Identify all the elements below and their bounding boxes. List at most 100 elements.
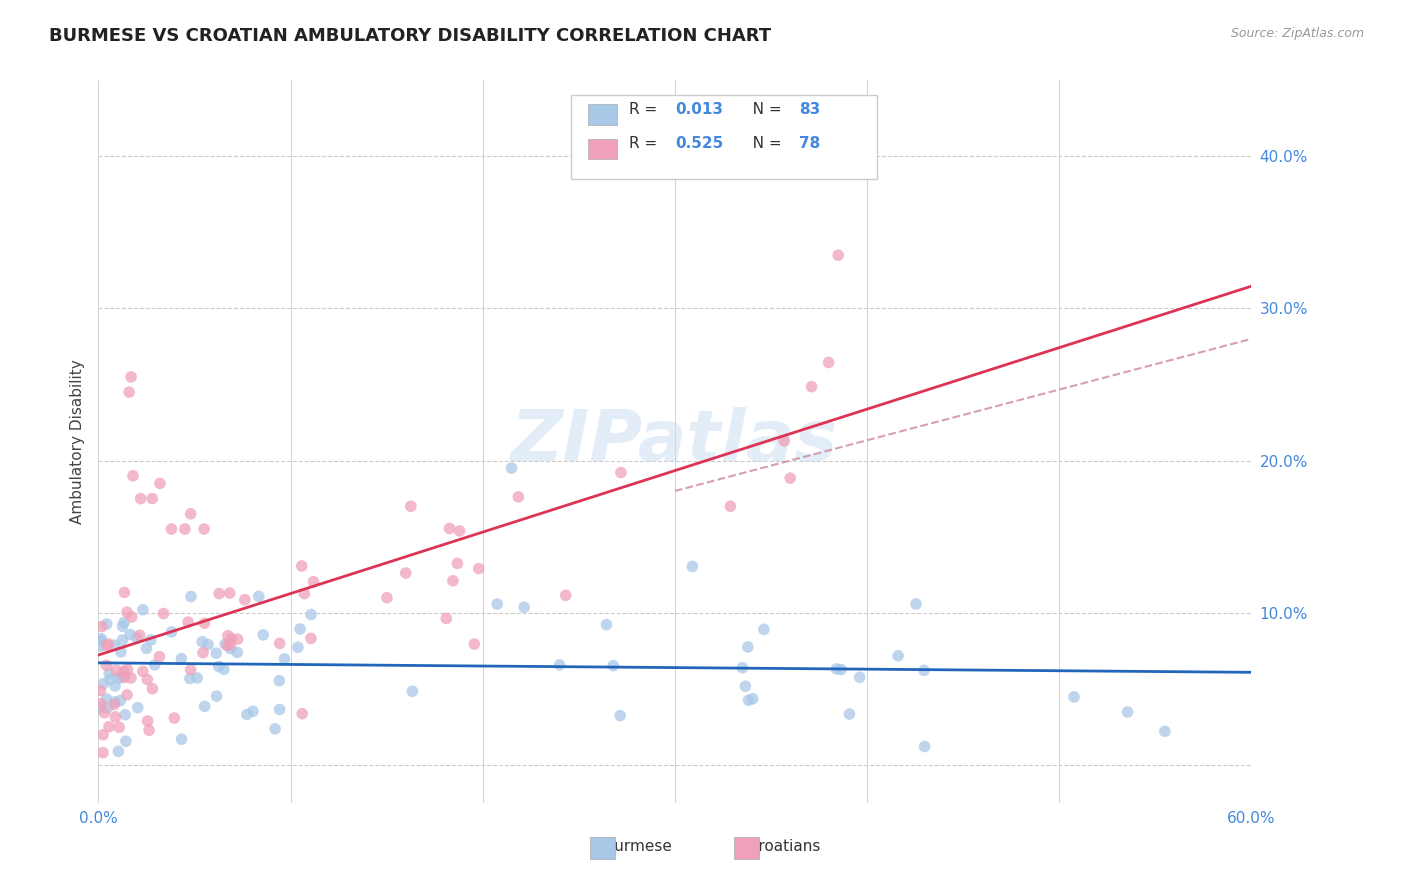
Point xyxy=(163,711,186,725)
Point xyxy=(122,468,145,483)
Point xyxy=(904,597,927,611)
Point xyxy=(214,637,236,651)
Point xyxy=(441,574,464,588)
Point xyxy=(375,591,398,605)
Point xyxy=(104,679,127,693)
Point xyxy=(112,615,135,630)
Point xyxy=(105,663,128,677)
Point xyxy=(149,476,172,491)
Point xyxy=(107,744,129,758)
Point xyxy=(395,566,418,580)
Point xyxy=(193,616,215,631)
Bar xyxy=(589,838,614,859)
Point xyxy=(221,632,243,646)
Point xyxy=(170,651,193,665)
Point xyxy=(218,586,240,600)
Point xyxy=(287,640,309,655)
Point xyxy=(609,708,631,723)
Point xyxy=(180,590,202,604)
Point xyxy=(508,490,530,504)
Point xyxy=(610,466,633,480)
Point xyxy=(208,659,231,673)
Point xyxy=(89,700,111,714)
Point xyxy=(186,671,208,685)
Point xyxy=(205,689,228,703)
Point xyxy=(110,645,132,659)
Point xyxy=(197,638,219,652)
Point xyxy=(193,522,215,536)
Point xyxy=(737,640,759,654)
Point xyxy=(111,670,134,684)
Point xyxy=(486,597,509,611)
Point xyxy=(179,672,201,686)
Point xyxy=(136,714,159,728)
Point xyxy=(152,607,174,621)
Point xyxy=(138,723,160,738)
Point xyxy=(513,600,536,615)
Y-axis label: Ambulatory Disability: Ambulatory Disability xyxy=(69,359,84,524)
Point xyxy=(114,707,136,722)
Text: N =: N = xyxy=(738,136,787,152)
FancyBboxPatch shape xyxy=(571,95,877,178)
Point xyxy=(548,657,571,672)
Point xyxy=(434,611,457,625)
Point xyxy=(135,641,157,656)
Point xyxy=(170,732,193,747)
Point xyxy=(118,385,141,400)
Point xyxy=(401,684,423,698)
Point xyxy=(779,471,801,485)
Point xyxy=(141,491,163,506)
Point xyxy=(226,632,249,647)
Point xyxy=(90,634,112,648)
Point xyxy=(115,605,138,619)
Point xyxy=(89,683,111,698)
Point xyxy=(734,679,756,693)
Text: N =: N = xyxy=(738,102,787,117)
Point xyxy=(98,666,121,681)
Point xyxy=(439,521,461,535)
Bar xyxy=(589,104,617,125)
Point xyxy=(449,524,471,538)
Point xyxy=(595,617,617,632)
Point xyxy=(90,632,112,646)
Point xyxy=(205,646,228,660)
Point xyxy=(848,670,870,684)
Point xyxy=(242,704,264,718)
Point xyxy=(143,657,166,672)
Point xyxy=(212,662,235,676)
Point xyxy=(299,607,322,622)
Point xyxy=(264,722,287,736)
Point xyxy=(108,671,131,685)
Text: 78: 78 xyxy=(800,136,821,152)
Text: R =: R = xyxy=(628,136,662,152)
Point xyxy=(132,665,155,679)
Point xyxy=(554,588,576,602)
Point xyxy=(91,728,114,742)
Point xyxy=(91,746,114,760)
Point xyxy=(247,590,270,604)
Point xyxy=(120,627,142,641)
Point xyxy=(773,434,796,448)
Point xyxy=(160,522,183,536)
Point xyxy=(117,663,139,677)
Text: 0.013: 0.013 xyxy=(675,102,723,117)
Point xyxy=(720,500,742,514)
Point xyxy=(817,355,839,369)
Point xyxy=(446,557,468,571)
Point xyxy=(90,639,112,653)
Text: 83: 83 xyxy=(800,102,821,117)
Point xyxy=(468,561,491,575)
Point xyxy=(681,559,703,574)
Point xyxy=(180,663,202,677)
Text: Croatians: Croatians xyxy=(738,838,821,854)
Point xyxy=(96,639,118,653)
Point xyxy=(226,645,249,659)
Point xyxy=(120,370,142,384)
Point xyxy=(752,623,775,637)
Point xyxy=(217,639,239,653)
Point xyxy=(90,697,112,711)
Point xyxy=(219,641,242,656)
Point xyxy=(208,586,231,600)
Point xyxy=(914,739,936,754)
Point xyxy=(129,491,152,506)
